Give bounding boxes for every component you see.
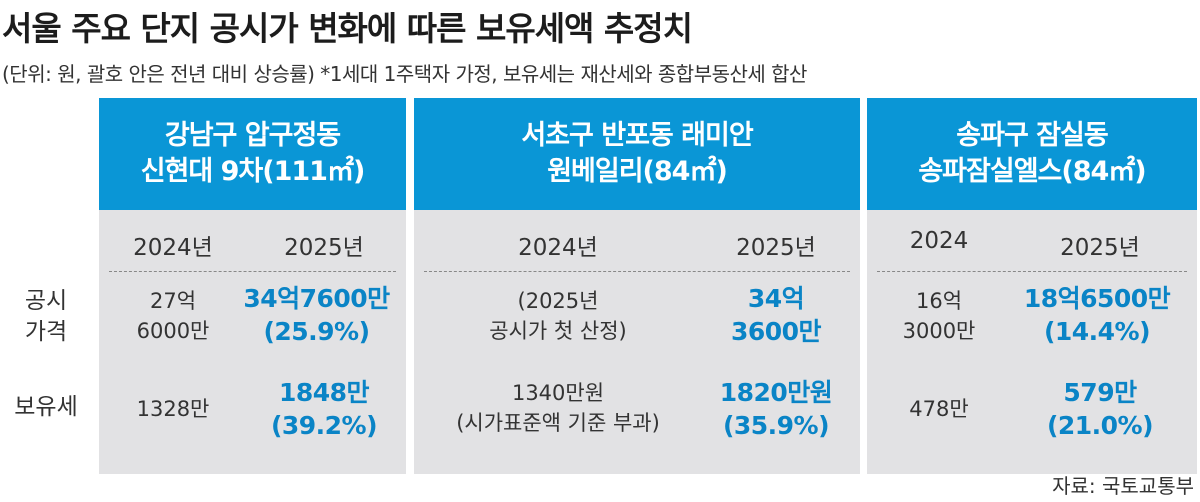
price-2025-line: 34억 xyxy=(747,284,805,313)
row-label-tax: 보유세 xyxy=(0,392,92,423)
price-2025-cell: 18억6500만 (14.4%) xyxy=(999,282,1195,348)
year-label-2024: 2024 xyxy=(909,228,969,254)
complex-name-line: 신현대 9차(111㎡) xyxy=(140,156,366,187)
price-2025-line: 18억6500만 xyxy=(1023,284,1171,313)
tax-2024-line: 1328만 xyxy=(136,397,210,421)
row-label-price-line: 공시 xyxy=(24,288,68,314)
complex-name-line: 강남구 압구정동 xyxy=(164,120,341,151)
year-label-2024: 2024년 xyxy=(518,235,598,261)
tax-2025-line: (21.0%) xyxy=(1046,411,1154,440)
year-label-2025: 2025년 xyxy=(736,235,816,261)
tax-2024-line: (시가표준액 기준 부과) xyxy=(456,411,660,435)
tax-2025-cell: 579만 (21.0%) xyxy=(1007,376,1193,442)
complex-header: 강남구 압구정동 신현대 9차(111㎡) xyxy=(99,98,406,210)
complex-name-line: 원베일리(84㎡) xyxy=(547,156,728,187)
complex-header: 송파구 잠실동 송파잠실엘스(84㎡) xyxy=(867,98,1197,210)
tax-2024-cell: 1340만원 (시가표준액 기준 부과) xyxy=(418,378,698,438)
tax-2025-line: (35.9%) xyxy=(722,411,830,440)
price-2024-line: (2025년 xyxy=(517,289,599,313)
complex-panel-banpo: 서초구 반포동 래미안 원베일리(84㎡) 2024년 2025년 (2025년… xyxy=(414,98,860,474)
price-2024-line: 3000만 xyxy=(902,319,976,343)
tax-2024-line: 478만 xyxy=(909,397,969,421)
tax-2025-cell: 1820만원 (35.9%) xyxy=(696,376,856,442)
price-2025-cell: 34억 3600만 xyxy=(696,282,856,348)
tax-2024-cell: 478만 xyxy=(877,394,1001,424)
row-label-tax-line: 보유세 xyxy=(14,394,78,420)
tax-2025-line: (39.2%) xyxy=(270,411,378,440)
tax-2025-cell: 1848만 (39.2%) xyxy=(244,376,404,442)
tax-2025-line: 579만 xyxy=(1063,378,1137,407)
dashed-divider xyxy=(877,271,1187,272)
dashed-divider xyxy=(424,271,850,272)
source-note: 자료: 국토교통부 xyxy=(1052,474,1194,498)
row-label-price: 공시 가격 xyxy=(0,286,92,348)
chart-subtitle: (단위: 원, 괄호 안은 전년 대비 상승률) *1세대 1주택자 가정, 보… xyxy=(2,62,807,86)
complex-name-line: 송파잠실엘스(84㎡) xyxy=(918,156,1146,187)
year-label-2025: 2025년 xyxy=(1060,235,1140,261)
year-label-2024: 2024년 xyxy=(133,235,213,261)
price-2024-line: 공시가 첫 산정) xyxy=(489,319,627,343)
price-2025-line: (25.9%) xyxy=(263,317,370,346)
chart-title: 서울 주요 단지 공시가 변화에 따른 보유세액 추정치 xyxy=(2,9,693,48)
price-2025-line: 3600만 xyxy=(730,317,822,346)
price-2024-cell: (2025년 공시가 첫 산정) xyxy=(424,286,692,346)
tax-2025-line: 1848만 xyxy=(278,378,370,407)
price-2024-cell: 16억 3000만 xyxy=(877,286,1001,346)
row-label-price-line: 가격 xyxy=(24,319,68,345)
complex-panel-jamsil: 송파구 잠실동 송파잠실엘스(84㎡) 2024 2025년 16억 3000만… xyxy=(867,98,1197,474)
tax-2024-line: 1340만원 xyxy=(511,381,605,405)
complex-header: 서초구 반포동 래미안 원베일리(84㎡) xyxy=(414,98,860,210)
price-2024-cell: 27억 6000만 xyxy=(113,286,233,346)
price-2024-line: 6000만 xyxy=(136,319,210,343)
complex-name-line: 송파구 잠실동 xyxy=(956,120,1108,151)
complex-panel-apgujeong: 강남구 압구정동 신현대 9차(111㎡) 2024년 2025년 27억 60… xyxy=(99,98,406,474)
price-2025-cell: 34억7600만 (25.9%) xyxy=(227,282,406,348)
tax-2025-line: 1820만원 xyxy=(719,378,833,407)
year-label-2025: 2025년 xyxy=(284,235,364,261)
price-2025-line: (14.4%) xyxy=(1043,317,1151,346)
dashed-divider xyxy=(109,271,396,272)
price-2024-line: 27억 xyxy=(149,289,197,313)
tax-2024-cell: 1328만 xyxy=(113,394,233,424)
complex-name-line: 서초구 반포동 래미안 xyxy=(521,120,753,151)
price-2025-line: 34억7600만 xyxy=(243,284,390,313)
price-2024-line: 16억 xyxy=(915,289,963,313)
